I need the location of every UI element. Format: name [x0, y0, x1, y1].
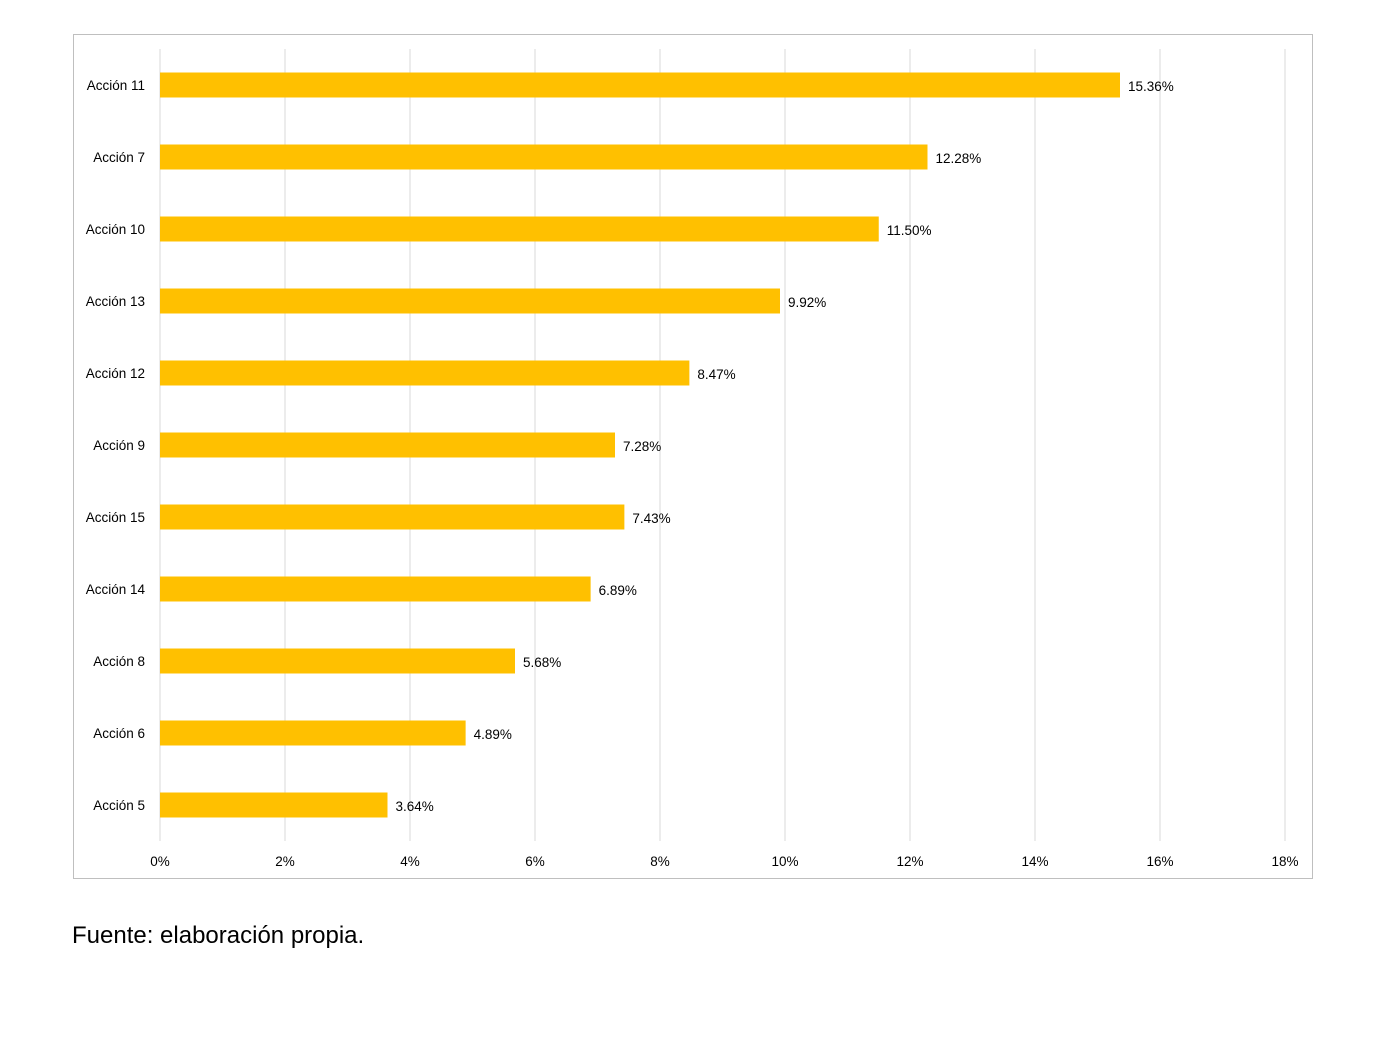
x-tick-label: 8%	[650, 854, 670, 869]
value-label: 5.68%	[523, 655, 561, 670]
x-tick-label: 12%	[896, 854, 923, 869]
category-label: Acción 14	[86, 582, 146, 597]
bar	[160, 288, 780, 314]
value-label: 7.28%	[623, 439, 661, 454]
bar	[160, 504, 625, 530]
category-label: Acción 7	[93, 150, 145, 165]
value-label: 12.28%	[936, 151, 982, 166]
value-label: 8.47%	[697, 367, 735, 382]
bar	[160, 648, 515, 674]
category-label: Acción 8	[93, 654, 145, 669]
x-tick-label: 2%	[275, 854, 295, 869]
value-label: 11.50%	[887, 223, 932, 238]
bar	[160, 576, 591, 602]
x-tick-label: 14%	[1021, 854, 1048, 869]
category-label: Acción 11	[87, 78, 145, 93]
bar	[160, 360, 690, 386]
x-tick-label: 18%	[1271, 854, 1298, 869]
value-label: 7.43%	[632, 511, 670, 526]
value-label: 9.92%	[788, 295, 826, 310]
value-label: 6.89%	[599, 583, 637, 598]
bar	[160, 720, 466, 746]
x-tick-label: 10%	[771, 854, 798, 869]
category-label: Acción 10	[86, 222, 145, 237]
x-tick-label: 0%	[150, 854, 170, 869]
x-tick-label: 4%	[400, 854, 420, 869]
bar	[160, 72, 1120, 98]
x-tick-label: 16%	[1146, 854, 1173, 869]
value-label: 4.89%	[474, 727, 512, 742]
category-label: Acción 12	[86, 366, 145, 381]
value-label: 3.64%	[396, 799, 434, 814]
category-label: Acción 15	[86, 510, 145, 525]
bar	[160, 216, 879, 242]
source-caption: Fuente: elaboración propia.	[72, 922, 365, 949]
category-label: Acción 13	[86, 294, 145, 309]
value-label: 15.36%	[1128, 79, 1174, 94]
x-tick-label: 6%	[525, 854, 545, 869]
category-label: Acción 6	[93, 726, 145, 741]
category-label: Acción 5	[93, 798, 145, 813]
bar	[160, 432, 615, 458]
bar	[160, 144, 928, 170]
bar	[160, 792, 388, 818]
category-label: Acción 9	[93, 438, 145, 453]
